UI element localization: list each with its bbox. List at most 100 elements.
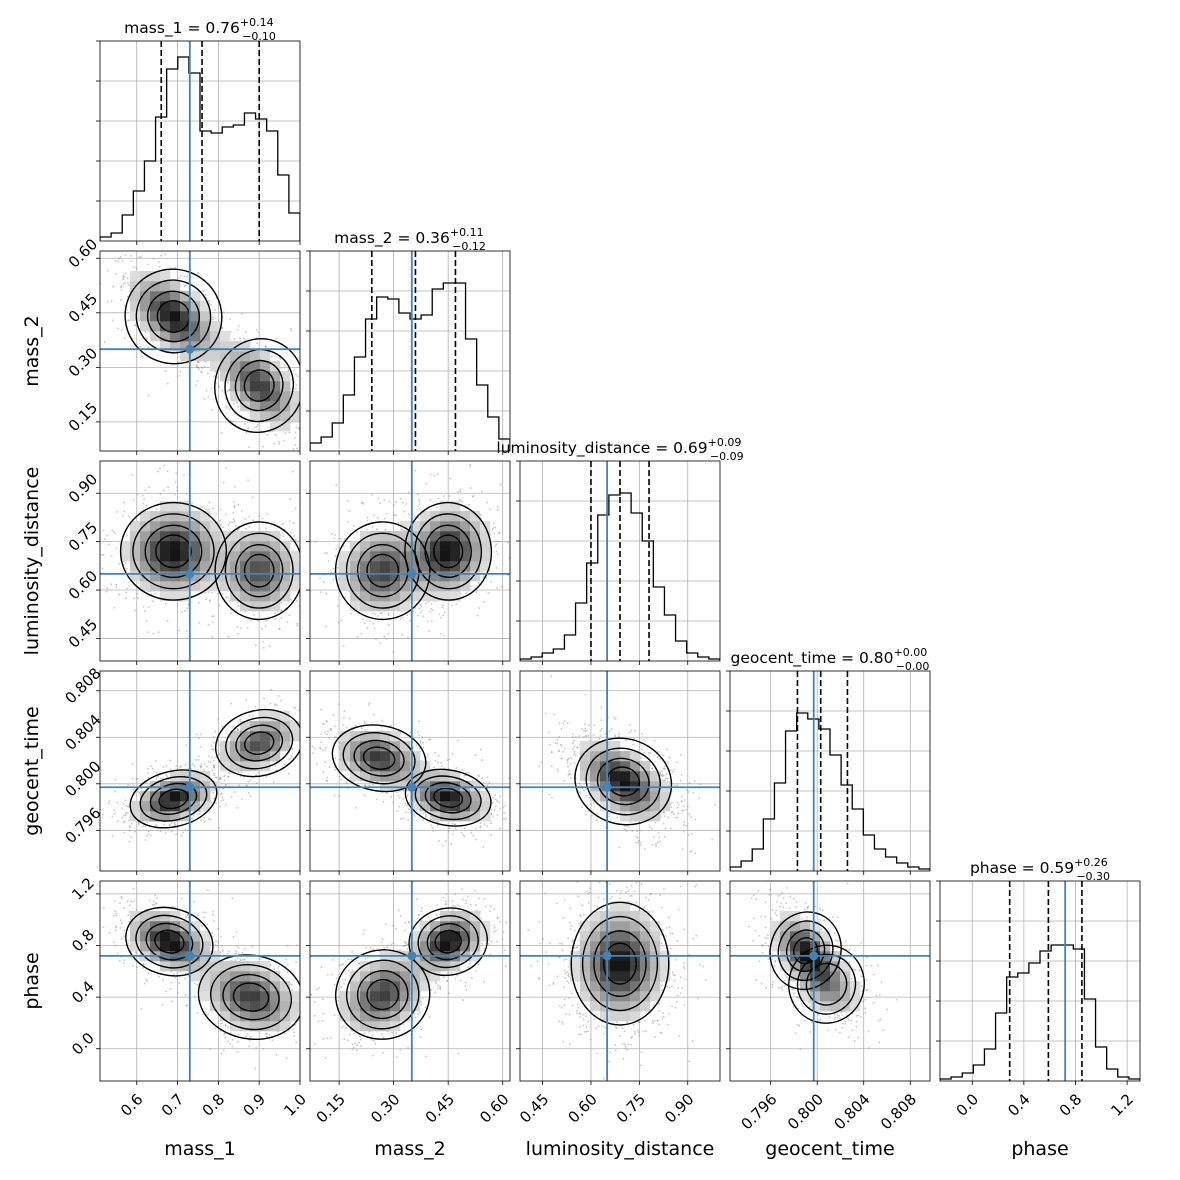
sample-point	[224, 774, 226, 777]
density-cell	[270, 711, 281, 722]
density-cell	[170, 281, 181, 292]
sample-point	[124, 799, 127, 802]
sample-point	[306, 574, 308, 576]
sample-point	[487, 592, 490, 594]
sample-point	[330, 571, 333, 574]
sample-point	[233, 791, 236, 793]
sample-point	[114, 532, 117, 535]
sample-point	[205, 360, 208, 363]
density-cell	[190, 291, 201, 302]
sample-point	[368, 619, 371, 622]
density-cell	[480, 551, 491, 562]
histogram-mass_1: mass_1 = 0.76+0.14 −0.10	[96, 16, 301, 245]
sample-point	[127, 784, 129, 787]
sample-point	[290, 755, 293, 758]
contour-line	[139, 776, 208, 822]
sample-point	[183, 284, 186, 287]
truth-marker	[185, 569, 195, 579]
sample-point	[319, 577, 321, 580]
density-cell	[340, 561, 351, 572]
sample-point	[200, 370, 203, 373]
sample-point	[269, 702, 272, 705]
density-cell	[260, 571, 271, 582]
density-cell	[210, 331, 221, 342]
sample-point	[314, 747, 316, 750]
sample-point	[418, 503, 421, 506]
density-cell	[160, 531, 171, 542]
sample-point	[87, 502, 89, 504]
density-cell	[400, 561, 411, 572]
sample-point	[278, 356, 281, 359]
sample-point	[334, 534, 337, 536]
density-cell	[410, 591, 421, 602]
sample-point	[495, 540, 498, 543]
sample-point	[366, 516, 369, 519]
sample-point	[336, 566, 339, 569]
sample-point	[176, 486, 178, 489]
sample-point	[308, 569, 310, 571]
sample-point	[230, 702, 232, 705]
sample-point	[122, 501, 125, 504]
sample-point	[167, 486, 169, 489]
sample-point	[222, 311, 225, 314]
density-cell	[280, 581, 291, 592]
sample-point	[305, 706, 307, 708]
sample-point	[120, 289, 123, 292]
sample-point	[226, 390, 229, 393]
sample-point	[335, 484, 338, 487]
density-cell	[160, 811, 171, 822]
sample-point	[328, 560, 330, 562]
sample-point	[455, 603, 458, 606]
sample-point	[403, 510, 406, 513]
density-cell	[230, 361, 241, 372]
sample-point	[330, 729, 332, 732]
sample-point	[326, 779, 328, 782]
sample-point	[142, 502, 144, 505]
density-cell	[200, 571, 211, 582]
density-cell	[150, 331, 161, 342]
sample-point	[147, 606, 150, 609]
sample-point	[118, 562, 121, 565]
sample-point	[156, 470, 159, 473]
sample-point	[422, 615, 425, 618]
sample-point	[211, 621, 214, 623]
density-cell	[160, 291, 171, 302]
sample-point	[294, 539, 297, 542]
sample-point	[425, 602, 428, 605]
density-cell	[270, 581, 281, 592]
density-cell	[190, 301, 201, 312]
density-cell	[430, 541, 441, 552]
panel-content	[310, 671, 510, 871]
sample-point	[499, 483, 502, 486]
sample-point	[135, 267, 138, 270]
sample-point	[387, 624, 390, 627]
sample-point	[212, 759, 215, 762]
sample-point	[236, 601, 239, 604]
sample-point	[326, 776, 329, 779]
histogram-mass_2: mass_2 = 0.36+0.11 −0.12	[306, 226, 511, 455]
sample-point	[264, 345, 267, 347]
sample-point	[213, 615, 215, 617]
sample-point	[147, 776, 150, 779]
density-cell	[270, 541, 281, 552]
sample-point	[424, 813, 427, 816]
sample-point	[305, 375, 307, 377]
sample-point	[207, 760, 210, 763]
sample-point	[126, 587, 129, 590]
sample-point	[372, 622, 375, 625]
sample-point	[155, 508, 158, 511]
sample-point	[397, 794, 400, 797]
sample-point	[295, 384, 298, 386]
density-cell	[400, 581, 411, 592]
sample-point	[201, 366, 203, 369]
density-cell	[290, 551, 300, 562]
sample-point	[103, 341, 106, 344]
sample-point	[123, 820, 126, 823]
sample-point	[374, 613, 377, 616]
sample-point	[166, 470, 169, 473]
sample-point	[133, 597, 136, 600]
sample-point	[191, 502, 193, 504]
sample-point	[126, 277, 129, 280]
sample-point	[475, 838, 477, 841]
density-cell	[450, 591, 461, 602]
